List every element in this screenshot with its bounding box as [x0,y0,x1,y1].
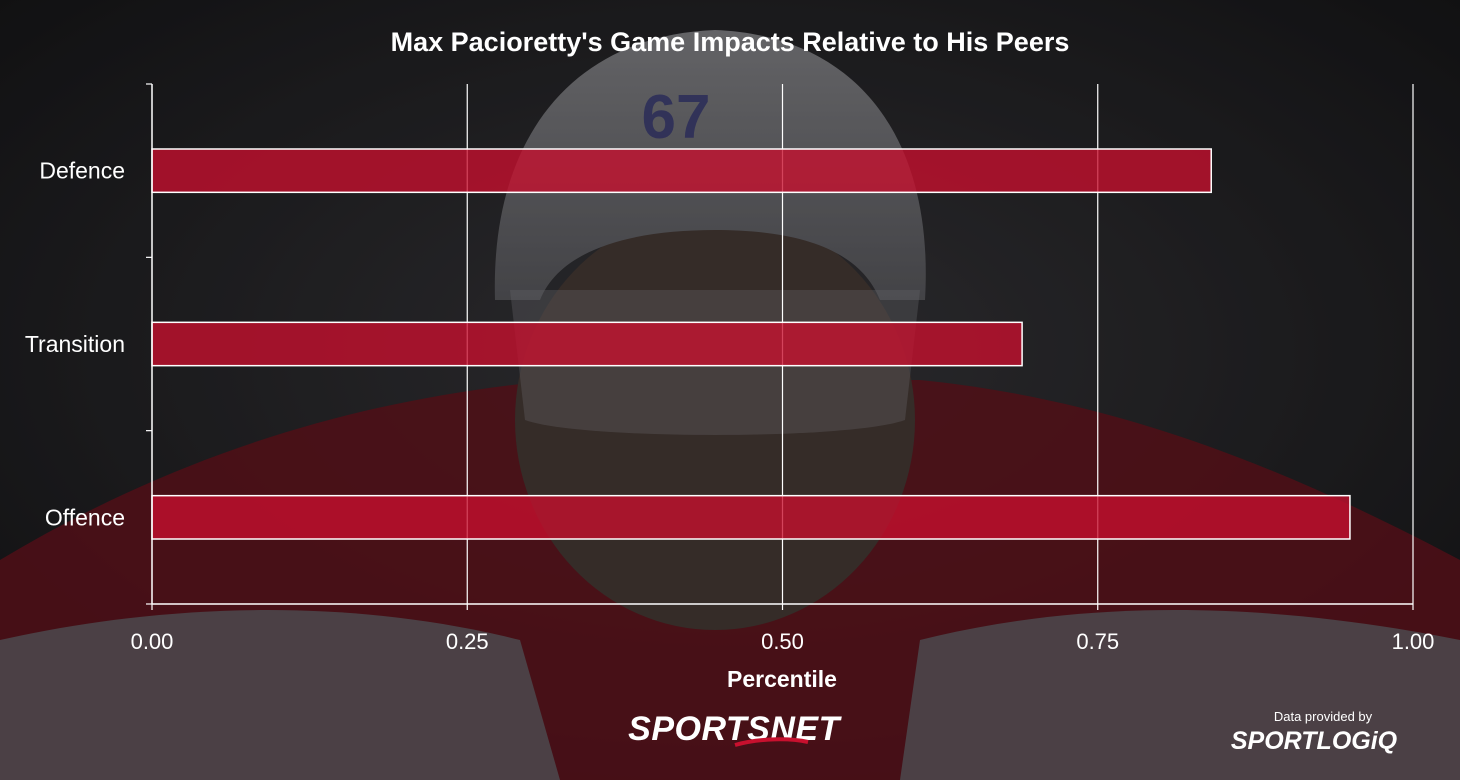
bar-transition [151,321,1023,367]
sportsnet-logo: SPORTSNET [628,710,842,748]
x-tick-label: 0.25 [446,629,489,654]
bars-layer [151,148,1351,540]
axis-layer [146,83,1414,610]
category-label-transition: Transition [25,331,125,357]
x-tick-label: 1.00 [1392,629,1435,654]
credit-line: Data provided by [1274,709,1373,724]
jersey-white-shape-right [900,610,1460,780]
x-tick-label: 0.00 [131,629,174,654]
sportsnet-logo-text: SPORTSNET [628,710,842,748]
sportlogiq-credit: Data provided by SPORTLOGiQ [1231,709,1398,755]
category-label-offence: Offence [45,504,125,530]
bar-offence [151,494,1351,540]
x-tick-label: 0.50 [761,629,804,654]
chart-title: Max Pacioretty's Game Impacts Relative t… [391,27,1070,57]
category-label-defence: Defence [39,158,125,184]
sportlogiq-logo-text: SPORTLOGiQ [1231,727,1398,755]
helmet-number-decor: 67 [642,83,711,152]
jersey-white-shape [0,610,560,780]
x-axis-title: Percentile [727,666,837,692]
bar-defence [151,148,1212,194]
x-tick-label: 0.75 [1076,629,1119,654]
labels-layer: 0.00 0.25 0.50 0.75 1.00 Defence Transition Off… [25,158,1435,654]
sportsnet-swoosh-icon [734,737,809,747]
